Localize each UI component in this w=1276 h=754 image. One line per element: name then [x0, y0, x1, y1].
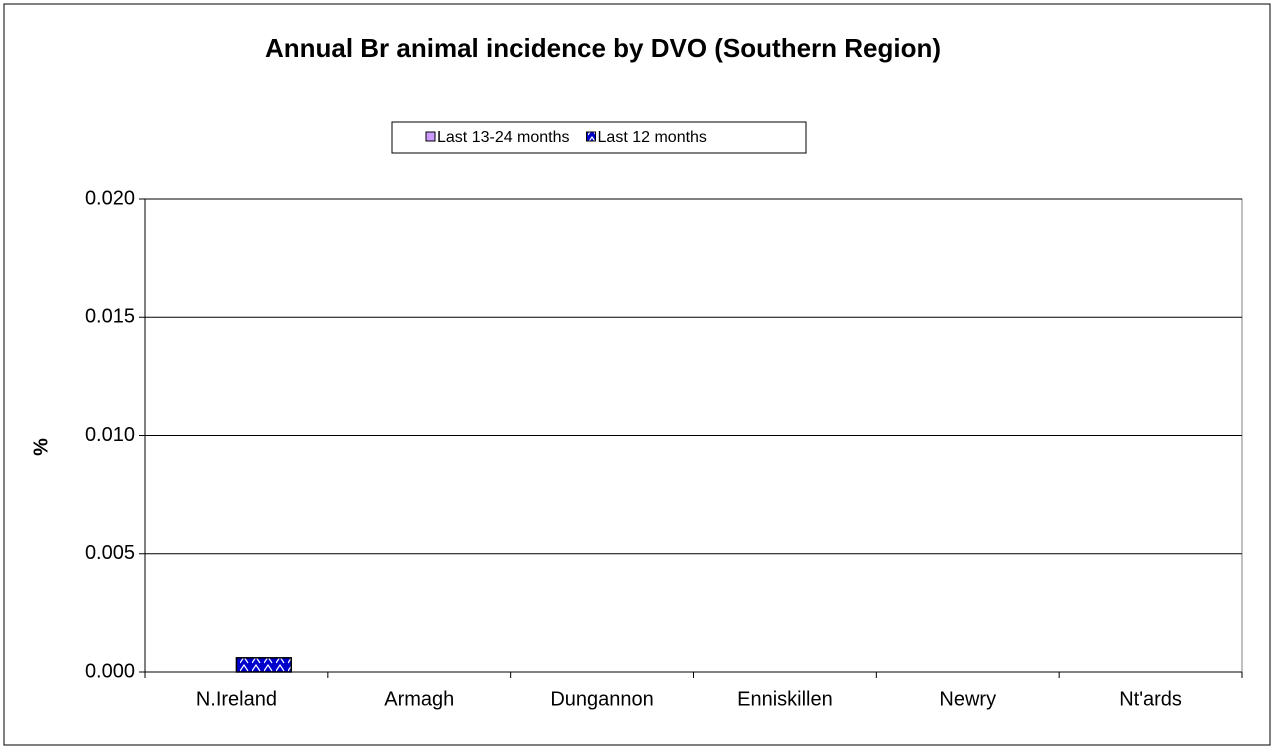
x-tick-label: N.Ireland [196, 688, 277, 710]
x-tick-label: Armagh [384, 688, 454, 710]
x-tick-label: Newry [939, 688, 996, 710]
x-tick-label: Nt'ards [1119, 688, 1182, 710]
y-tick-label: 0.015 [85, 306, 135, 328]
y-axis-label: % [30, 438, 52, 456]
y-tick-label: 0.005 [85, 542, 135, 564]
bar [235, 657, 293, 673]
y-tick-label: 0.020 [85, 187, 135, 209]
legend-swatch [425, 131, 436, 142]
chart-title: Annual Br animal incidence by DVO (South… [265, 33, 941, 63]
x-tick-label: Enniskillen [737, 688, 833, 710]
legend-label: Last 12 months [598, 129, 707, 146]
legend [391, 121, 807, 154]
y-tick-label: 0.000 [85, 660, 135, 682]
legend-label: Last 13-24 months [437, 129, 570, 146]
x-tick-label: Dungannon [550, 688, 653, 710]
legend-swatch [586, 131, 597, 142]
y-tick-label: 0.010 [85, 424, 135, 446]
